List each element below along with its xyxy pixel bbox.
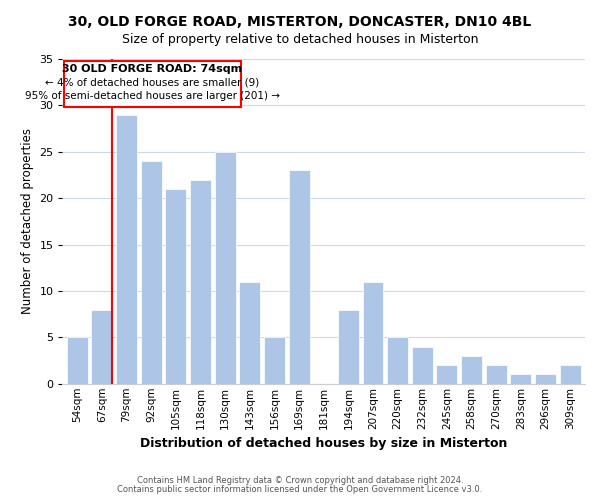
Bar <box>91 310 112 384</box>
Bar <box>116 114 137 384</box>
FancyBboxPatch shape <box>64 61 241 108</box>
Bar <box>486 365 507 384</box>
Bar <box>535 374 556 384</box>
Bar <box>511 374 532 384</box>
Bar <box>67 338 88 384</box>
Bar <box>190 180 211 384</box>
Bar <box>362 282 383 384</box>
Bar <box>412 346 433 384</box>
Text: Contains public sector information licensed under the Open Government Licence v3: Contains public sector information licen… <box>118 485 482 494</box>
Text: 30 OLD FORGE ROAD: 74sqm: 30 OLD FORGE ROAD: 74sqm <box>62 64 242 74</box>
Bar <box>560 365 581 384</box>
Text: Size of property relative to detached houses in Misterton: Size of property relative to detached ho… <box>122 32 478 46</box>
Text: Contains HM Land Registry data © Crown copyright and database right 2024.: Contains HM Land Registry data © Crown c… <box>137 476 463 485</box>
Bar <box>215 152 236 384</box>
Y-axis label: Number of detached properties: Number of detached properties <box>21 128 34 314</box>
Text: 30, OLD FORGE ROAD, MISTERTON, DONCASTER, DN10 4BL: 30, OLD FORGE ROAD, MISTERTON, DONCASTER… <box>68 15 532 29</box>
Bar <box>264 338 285 384</box>
Bar <box>436 365 457 384</box>
Bar <box>461 356 482 384</box>
Bar <box>387 338 408 384</box>
Bar <box>289 170 310 384</box>
Text: ← 4% of detached houses are smaller (9): ← 4% of detached houses are smaller (9) <box>45 78 260 88</box>
Bar <box>338 310 359 384</box>
Bar <box>141 161 161 384</box>
X-axis label: Distribution of detached houses by size in Misterton: Distribution of detached houses by size … <box>140 437 508 450</box>
Bar <box>239 282 260 384</box>
Text: 95% of semi-detached houses are larger (201) →: 95% of semi-detached houses are larger (… <box>25 92 280 102</box>
Bar <box>166 189 187 384</box>
